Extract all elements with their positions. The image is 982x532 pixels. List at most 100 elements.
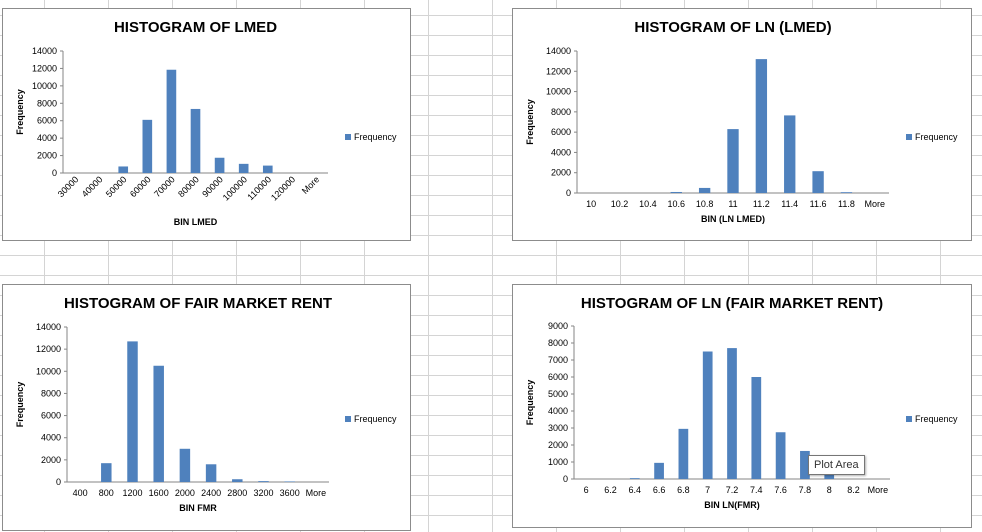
bar bbox=[118, 166, 129, 173]
x-tick-label: 2800 bbox=[227, 488, 247, 498]
y-tick-label: 10000 bbox=[546, 87, 571, 97]
x-tick-label: 100000 bbox=[221, 174, 249, 202]
bar bbox=[166, 69, 177, 173]
x-tick-label: 8.2 bbox=[847, 485, 860, 495]
bar bbox=[727, 348, 737, 479]
x-tick-label: 6.8 bbox=[677, 485, 690, 495]
legend-label: Frequency bbox=[354, 414, 397, 424]
bar bbox=[784, 115, 796, 193]
bar bbox=[702, 351, 713, 479]
bar bbox=[179, 448, 191, 482]
y-tick-label: 10000 bbox=[36, 366, 61, 376]
x-tick-label: 3600 bbox=[280, 488, 300, 498]
chart-fmr[interactable]: HISTOGRAM OF FAIR MARKET RENT 0 2000 4000 60… bbox=[2, 284, 411, 531]
x-tick-label: More bbox=[865, 199, 886, 209]
chart-title: HISTOGRAM OF FAIR MARKET RENT bbox=[64, 295, 332, 312]
y-tick-label: 6000 bbox=[37, 116, 57, 126]
x-tick-label: 1600 bbox=[149, 488, 169, 498]
x-tick-label: 70000 bbox=[152, 174, 177, 199]
x-tick-label: 40000 bbox=[80, 174, 105, 199]
legend-label: Frequency bbox=[915, 132, 958, 142]
x-tick-label: 6.2 bbox=[604, 485, 617, 495]
bar bbox=[678, 428, 689, 479]
y-tick-label: 8000 bbox=[37, 98, 57, 108]
x-axis-title: BIN FMR bbox=[179, 503, 217, 513]
y-axis-title: Frequency bbox=[15, 89, 25, 135]
y-tick-label: 14000 bbox=[546, 46, 571, 56]
x-axis-title: BIN LMED bbox=[174, 217, 218, 227]
y-tick-label: 0 bbox=[56, 477, 61, 487]
x-tick-label: 10.2 bbox=[611, 199, 629, 209]
bar bbox=[190, 108, 201, 173]
x-axis-title: BIN (LN LMED) bbox=[701, 214, 765, 224]
y-tick-label: 12000 bbox=[32, 63, 57, 73]
x-tick-label: 10.8 bbox=[696, 199, 714, 209]
y-tick-label: 6000 bbox=[41, 411, 61, 421]
y-axis-title: Frequency bbox=[525, 99, 535, 145]
legend-swatch bbox=[345, 134, 351, 140]
bar bbox=[284, 481, 295, 482]
chart-svg: HISTOGRAM OF LN (FAIR MARKET RENT) 0 1000 2… bbox=[525, 295, 958, 510]
y-axis-title: Frequency bbox=[15, 382, 25, 428]
bar bbox=[800, 450, 810, 479]
y-tick-label: 0 bbox=[566, 188, 571, 198]
bar bbox=[654, 462, 664, 479]
y-tick-label: 10000 bbox=[32, 81, 57, 91]
chart-ln-fmr[interactable]: HISTOGRAM OF LN (FAIR MARKET RENT) 0 1000 2… bbox=[512, 284, 972, 528]
x-tick-label: 50000 bbox=[104, 174, 129, 199]
bar bbox=[775, 432, 786, 479]
bar bbox=[755, 59, 768, 193]
bar bbox=[127, 341, 138, 482]
x-tick-label: 3200 bbox=[253, 488, 273, 498]
y-tick-label: 1000 bbox=[548, 457, 568, 467]
y-tick-label: 2000 bbox=[551, 168, 571, 178]
x-tick-label: 1200 bbox=[122, 488, 142, 498]
x-tick-label: 6 bbox=[584, 485, 589, 495]
y-tick-label: 2000 bbox=[41, 455, 61, 465]
bar bbox=[629, 478, 640, 479]
chart-ln-lmed[interactable]: HISTOGRAM OF LN (LMED) 0 2000 4000 6000 8000 1… bbox=[512, 8, 972, 241]
bar bbox=[238, 163, 249, 173]
bar bbox=[262, 165, 273, 173]
x-tick-label: 7.8 bbox=[799, 485, 812, 495]
x-tick-label: More bbox=[300, 174, 322, 196]
y-tick-label: 2000 bbox=[37, 151, 57, 161]
bar bbox=[205, 464, 217, 482]
chart-lmed[interactable]: HISTOGRAM OF LMED 0 2000 4000 6000 8000 10000 1… bbox=[2, 8, 411, 241]
bar bbox=[101, 463, 112, 482]
y-tick-label: 8000 bbox=[548, 338, 568, 348]
chart-title: HISTOGRAM OF LN (LMED) bbox=[634, 19, 831, 36]
legend-swatch bbox=[906, 134, 912, 140]
chart-svg: HISTOGRAM OF LMED 0 2000 4000 6000 8000 10000 1… bbox=[15, 19, 397, 227]
bar bbox=[214, 157, 225, 173]
legend-swatch bbox=[345, 416, 351, 422]
chart-title: HISTOGRAM OF LMED bbox=[114, 19, 277, 36]
y-axis-title: Frequency bbox=[525, 380, 535, 426]
bar bbox=[153, 365, 164, 482]
x-tick-label: 11.4 bbox=[781, 199, 798, 209]
y-tick-label: 6000 bbox=[548, 372, 568, 382]
y-tick-label: 5000 bbox=[548, 389, 568, 399]
x-tick-label: 120000 bbox=[269, 174, 297, 202]
y-tick-label: 2000 bbox=[548, 440, 568, 450]
bar bbox=[232, 479, 243, 482]
y-tick-label: 0 bbox=[52, 168, 57, 178]
bar bbox=[698, 187, 711, 193]
x-tick-label: 110000 bbox=[245, 174, 273, 202]
chart-svg: HISTOGRAM OF FAIR MARKET RENT 0 2000 4000 60… bbox=[15, 295, 397, 513]
y-tick-label: 14000 bbox=[36, 322, 61, 332]
y-tick-label: 14000 bbox=[32, 46, 57, 56]
x-tick-label: 10 bbox=[586, 199, 596, 209]
x-tick-label: 11.8 bbox=[838, 199, 855, 209]
legend-label: Frequency bbox=[915, 414, 958, 424]
y-tick-label: 8000 bbox=[551, 107, 571, 117]
bar bbox=[727, 129, 739, 193]
y-tick-label: 7000 bbox=[548, 355, 568, 365]
x-tick-label: 7.4 bbox=[750, 485, 763, 495]
x-tick-label: 11 bbox=[728, 199, 737, 209]
y-tick-label: 6000 bbox=[551, 127, 571, 137]
x-tick-label: 2000 bbox=[175, 488, 195, 498]
y-tick-label: 4000 bbox=[548, 406, 568, 416]
bar bbox=[670, 191, 682, 193]
x-tick-label: 11.6 bbox=[810, 199, 827, 209]
